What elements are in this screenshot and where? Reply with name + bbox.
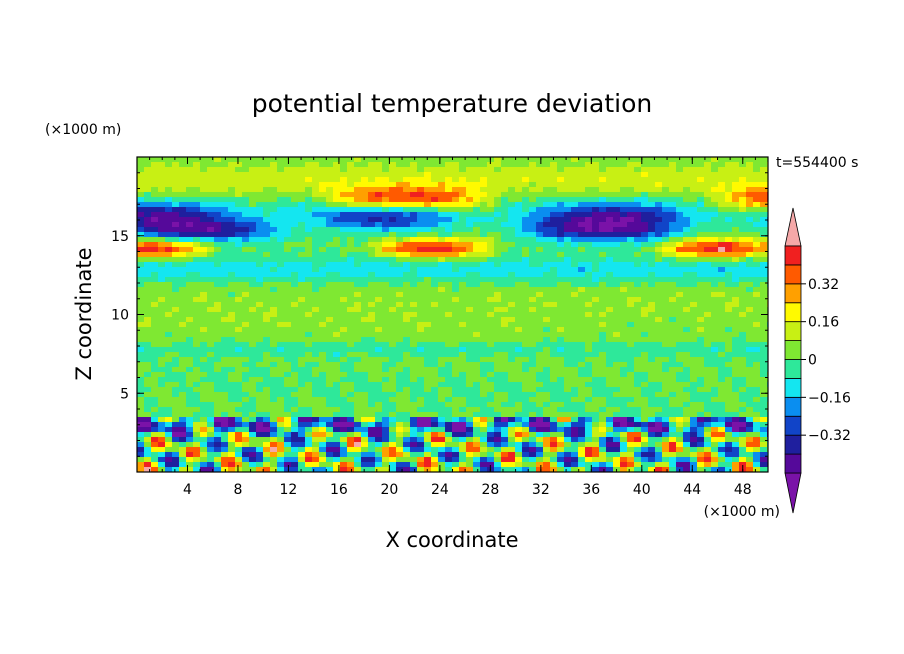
colorbar-label: 0 xyxy=(808,353,817,369)
colorbar-label: 0.16 xyxy=(808,315,839,331)
y-tick-label: 5 xyxy=(120,386,129,402)
x-tick-label: 4 xyxy=(183,482,192,498)
x-tick-label: 20 xyxy=(380,482,398,498)
x-tick-label: 48 xyxy=(734,482,752,498)
x-axis-label: X coordinate xyxy=(385,528,518,552)
x-ticks: 4 8 12 16 20 24 28 32 36 40 44 48 xyxy=(149,157,756,498)
colorbar-segment xyxy=(784,359,802,379)
colorbar-label: −0.16 xyxy=(808,390,851,406)
colorbar: 0.32 0.16 0 −0.16 −0.32 xyxy=(784,207,851,514)
colorbar-label: 0.32 xyxy=(808,277,839,293)
colorbar-segment xyxy=(784,340,802,360)
colorbar-segment xyxy=(784,321,802,341)
chart-title: potential temperature deviation xyxy=(252,89,652,118)
y-tick-label: 10 xyxy=(111,308,129,324)
temperature-field xyxy=(137,157,768,472)
x-tick-label: 44 xyxy=(683,482,701,498)
x-tick-label: 40 xyxy=(633,482,651,498)
x-tick-label: 36 xyxy=(582,482,600,498)
colorbar-segment xyxy=(784,434,802,455)
x-tick-label: 12 xyxy=(280,482,298,498)
x-unit-label: (×1000 m) xyxy=(704,504,780,520)
x-tick-label: 24 xyxy=(431,482,449,498)
colorbar-segment xyxy=(784,378,802,398)
colorbar-bottom-arrow xyxy=(784,472,802,514)
colorbar-segment xyxy=(784,245,802,266)
y-ticks: 5 10 15 xyxy=(111,172,768,457)
x-tick-label: 28 xyxy=(481,482,499,498)
x-tick-label: 16 xyxy=(330,482,348,498)
colorbar-segment xyxy=(784,415,802,436)
time-label: t=554400 s xyxy=(776,155,858,171)
colorbar-segment xyxy=(784,302,802,323)
colorbar-segment xyxy=(784,264,802,285)
x-tick-label: 8 xyxy=(233,482,242,498)
y-unit-label: (×1000 m) xyxy=(45,122,121,138)
colorbar-segment xyxy=(784,453,802,474)
y-axis-label: Z coordinate xyxy=(72,247,96,380)
colorbar-label: −0.32 xyxy=(808,428,851,444)
x-tick-label: 32 xyxy=(532,482,550,498)
colorbar-segment xyxy=(784,396,802,417)
colorbar-segment xyxy=(784,283,802,304)
colorbar-top-arrow xyxy=(784,207,802,247)
y-tick-label: 15 xyxy=(111,229,129,245)
